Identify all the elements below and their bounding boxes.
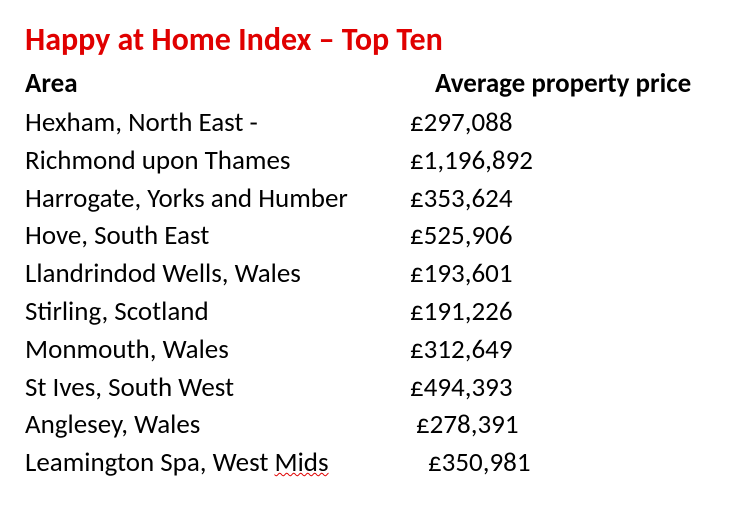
rows-container: Hexham, North East -£297,088Richmond upo…: [25, 104, 725, 482]
cell-area: Monmouth, Wales: [25, 331, 410, 369]
table-row: Richmond upon Thames£1,196,892: [25, 142, 725, 180]
cell-area-text: Leamington Spa, West: [25, 446, 275, 479]
table-row: Monmouth, Wales£312,649: [25, 331, 725, 369]
cell-area: Hove, South East: [25, 217, 410, 255]
cell-area: Leamington Spa, West Mids: [25, 444, 410, 482]
cell-price: £494,393: [410, 369, 725, 407]
page-title: Happy at Home Index – Top Ten: [25, 20, 725, 59]
cell-price: £1,196,892: [410, 142, 725, 180]
table-row: Llandrindod Wells, Wales£193,601: [25, 255, 725, 293]
cell-area: Richmond upon Thames: [25, 142, 410, 180]
cell-price: £191,226: [410, 293, 725, 331]
table-row: Anglesey, Wales£278,391: [25, 406, 725, 444]
header-price: Average property price: [435, 67, 725, 100]
cell-price: £353,624: [410, 180, 725, 218]
table-row: Stirling, Scotland£191,226: [25, 293, 725, 331]
table-row: Hove, South East£525,906: [25, 217, 725, 255]
table-row: Hexham, North East -£297,088: [25, 104, 725, 142]
table-row: St Ives, South West£494,393: [25, 369, 725, 407]
cell-price: £297,088: [410, 104, 725, 142]
cell-area: Hexham, North East -: [25, 104, 410, 142]
cell-price: £278,391: [410, 406, 725, 444]
cell-area: Llandrindod Wells, Wales: [25, 255, 410, 293]
cell-price: £312,649: [410, 331, 725, 369]
cell-area: St Ives, South West: [25, 369, 410, 407]
cell-area: Anglesey, Wales: [25, 406, 410, 444]
cell-price: £525,906: [410, 217, 725, 255]
table-row: Harrogate, Yorks and Humber£353,624: [25, 180, 725, 218]
header-area: Area: [25, 67, 435, 100]
cell-price: £350,981: [410, 444, 725, 482]
cell-price: £193,601: [410, 255, 725, 293]
cell-area: Stirling, Scotland: [25, 293, 410, 331]
cell-area: Harrogate, Yorks and Humber: [25, 180, 410, 218]
table-row: Leamington Spa, West Mids£350,981: [25, 444, 725, 482]
header-row: Area Average property price: [25, 67, 725, 100]
spellcheck-word: Mids: [275, 446, 329, 479]
